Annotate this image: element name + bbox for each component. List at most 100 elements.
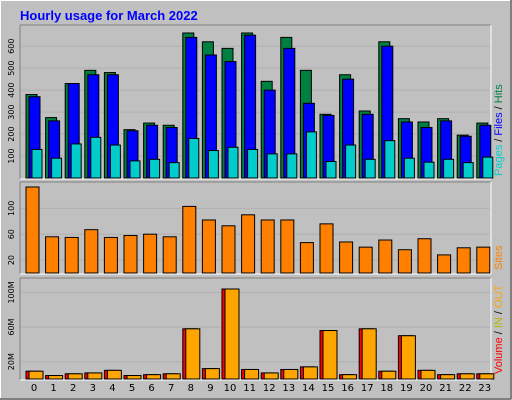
legend-entry: Hits <box>493 84 505 103</box>
out-bar <box>342 374 358 380</box>
x-tick-label: 11 <box>243 383 256 394</box>
x-tick-label: 0 <box>31 383 37 394</box>
legend-entry: Pages <box>493 144 505 176</box>
panel-2-plot-area <box>20 278 491 380</box>
x-tick-label: 3 <box>90 383 96 394</box>
x-tick-label: 13 <box>282 383 295 394</box>
panel-0-y-tick-label: 100 <box>7 148 16 163</box>
sites-bar <box>64 236 79 274</box>
pages-bar <box>482 156 494 179</box>
sites-bar <box>476 246 491 274</box>
pages-bar <box>462 162 474 179</box>
pages-bar <box>90 136 102 179</box>
x-tick-label: 17 <box>361 383 374 394</box>
graph-title: Hourly usage for March 2022 <box>20 8 198 23</box>
sites-bar <box>456 247 471 274</box>
out-bar <box>244 368 260 380</box>
sites-bar <box>397 249 412 274</box>
x-tick-label: 7 <box>168 383 174 394</box>
x-tick-label: 8 <box>188 383 194 394</box>
x-tick-label: 15 <box>322 383 335 394</box>
out-bar <box>28 370 44 380</box>
sites-bar <box>123 234 138 274</box>
panel-0-y-tick-label: 200 <box>7 126 16 141</box>
out-bar <box>381 370 397 380</box>
sites-bar <box>221 225 236 274</box>
x-tick-label: 5 <box>129 383 135 394</box>
pages-bar <box>325 161 337 179</box>
out-bar <box>440 374 456 380</box>
sites-bar <box>84 229 99 274</box>
x-tick-label: 20 <box>420 383 433 394</box>
out-bar <box>283 368 299 380</box>
out-bar <box>224 288 240 380</box>
sites-bar <box>299 242 314 274</box>
legend-entry: / <box>493 103 505 112</box>
sites-bar <box>319 223 334 274</box>
x-tick-label: 4 <box>109 383 115 394</box>
panel-0-y-tick-label: 600 <box>7 39 16 54</box>
x-tick-label: 21 <box>439 383 452 394</box>
out-bar <box>48 375 64 380</box>
sites-bar <box>241 214 256 274</box>
out-bar <box>126 375 142 380</box>
panel-1-y-tick-label: 20 <box>7 255 16 265</box>
legend-entry: / <box>493 308 505 317</box>
sites-bar <box>280 219 295 274</box>
sites-bar <box>417 238 432 274</box>
sites-bar <box>437 254 452 274</box>
panel-1-legend: Sites <box>493 245 505 270</box>
panel-1-y-tick-label: 60 <box>7 229 16 239</box>
legend-entry: Files <box>493 112 505 136</box>
sites-bar <box>358 246 373 274</box>
pages-bar <box>286 153 298 179</box>
sites-bar <box>339 241 354 274</box>
out-bar <box>302 366 318 380</box>
legend-entry: IN <box>493 317 505 328</box>
out-bar <box>361 328 377 380</box>
panel-0-legend: Pages / Files / Hits <box>493 84 505 176</box>
pages-bar <box>31 148 43 179</box>
x-tick-label: 9 <box>207 383 213 394</box>
x-tick-label: 6 <box>148 383 154 394</box>
out-bar <box>420 369 436 380</box>
out-bar <box>204 368 220 380</box>
out-bar <box>67 373 83 380</box>
panel-2-legend: Volume / IN / OUT <box>493 284 505 374</box>
sites-bar <box>378 239 393 274</box>
pages-bar <box>51 157 63 179</box>
pages-bar <box>207 150 219 179</box>
pages-bar <box>266 153 278 179</box>
pages-bar <box>403 157 415 179</box>
x-tick-label: 2 <box>70 383 76 394</box>
sites-bar <box>260 219 275 274</box>
panel-0-y-tick-label: 500 <box>7 61 16 76</box>
sites-bar <box>25 186 40 274</box>
pages-bar <box>188 137 200 179</box>
legend-entry: Sites <box>493 245 505 270</box>
panel-2-y-tick-label: 100M <box>7 281 16 303</box>
out-bar <box>322 330 338 380</box>
pages-bar <box>247 148 259 179</box>
out-bar <box>400 335 416 380</box>
out-bar <box>459 373 475 380</box>
out-bar <box>87 372 103 380</box>
out-bar <box>165 373 181 380</box>
panel-0-y-tick-label: 300 <box>7 104 16 119</box>
x-tick-label: 16 <box>341 383 354 394</box>
out-bar <box>185 328 201 380</box>
pages-bar <box>305 131 317 179</box>
sites-bar <box>103 236 118 274</box>
sites-bar <box>143 233 158 274</box>
pages-bar <box>423 161 435 179</box>
pages-bar <box>109 144 121 179</box>
x-tick-label: 18 <box>380 383 393 394</box>
pages-bar <box>345 144 357 179</box>
pages-bar <box>227 146 239 179</box>
pages-bar <box>70 143 82 179</box>
out-bar <box>106 369 122 380</box>
pages-bar <box>129 160 141 179</box>
x-tick-label: 12 <box>263 383 276 394</box>
panel-1-plot-area <box>20 182 491 274</box>
